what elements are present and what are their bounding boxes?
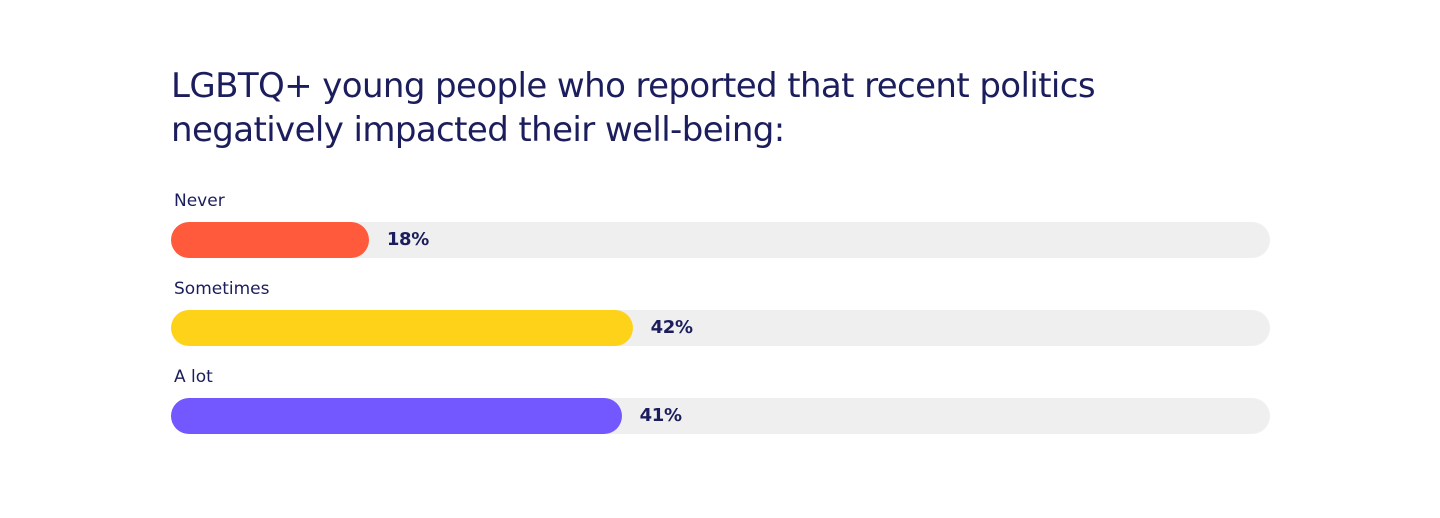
bar-track-a-lot xyxy=(171,398,1270,434)
bar-sometimes xyxy=(171,310,633,346)
bar-a-lot xyxy=(171,398,622,434)
bar-rows: Never 18% Sometimes 42% A lot 41% xyxy=(171,188,1271,452)
chart: LGBTQ+ young people who reported that re… xyxy=(171,64,1271,434)
value-label-a-lot: 41% xyxy=(639,405,682,426)
value-label-sometimes: 42% xyxy=(650,317,693,338)
bar-row-never: Never 18% xyxy=(171,188,1271,276)
value-label-never: 18% xyxy=(386,229,429,250)
category-label-a-lot: A lot xyxy=(174,367,213,387)
chart-title: LGBTQ+ young people who reported that re… xyxy=(171,66,1096,150)
bar-track-sometimes xyxy=(171,310,1270,346)
bar-track-never xyxy=(171,222,1270,258)
category-label-sometimes: Sometimes xyxy=(174,279,270,299)
bar-row-sometimes: Sometimes 42% xyxy=(171,276,1271,364)
category-label-never: Never xyxy=(174,191,225,211)
bar-never xyxy=(171,222,369,258)
bar-row-a-lot: A lot 41% xyxy=(171,364,1271,452)
